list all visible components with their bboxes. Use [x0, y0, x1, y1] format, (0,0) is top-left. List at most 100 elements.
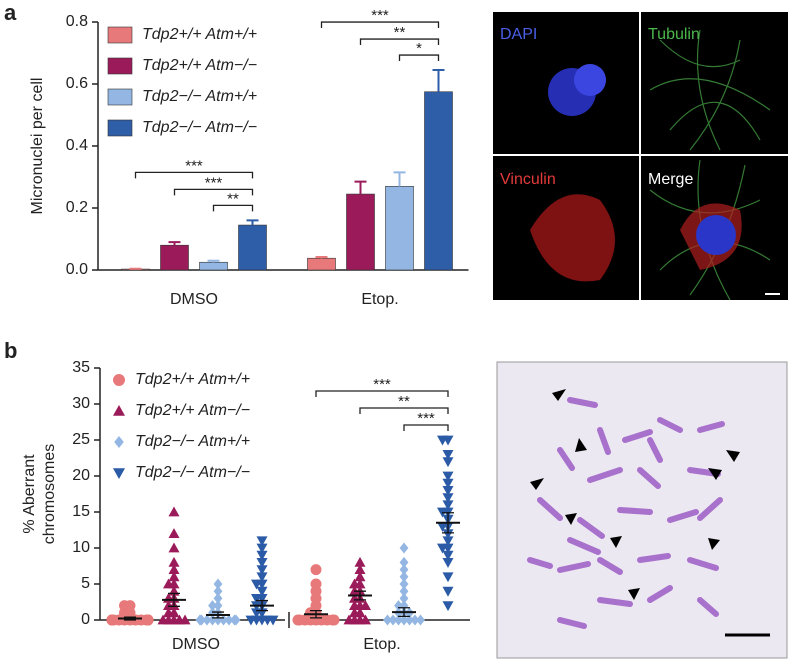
legend-label: Tdp2+/+ Atm−/−	[135, 402, 250, 419]
bar	[385, 186, 414, 271]
significance-label: ***	[373, 376, 391, 393]
data-point	[442, 450, 454, 460]
significance-label: **	[227, 190, 239, 207]
error-bar	[168, 241, 181, 246]
sem-bar	[212, 611, 224, 619]
data-point	[399, 542, 409, 554]
y-tick-label: 15	[72, 503, 90, 520]
data-point	[442, 572, 454, 583]
legend-marker	[113, 468, 125, 479]
data-point	[213, 578, 223, 590]
data-point	[383, 614, 392, 626]
micrograph-label: DAPI	[500, 26, 537, 43]
data-point	[394, 614, 403, 626]
y-tick-label: 10	[72, 539, 90, 556]
data-point	[405, 614, 414, 626]
legend-marker	[113, 405, 125, 416]
micrograph-grid: DAPI Tubulin Vinculin Merge	[493, 12, 788, 301]
bar	[199, 261, 228, 271]
chromosome-spread	[496, 361, 788, 659]
legend-swatch	[107, 26, 133, 44]
data-point	[168, 564, 180, 574]
data-point	[354, 571, 366, 582]
data-point	[437, 543, 448, 554]
y-axis-label: chromosomes	[41, 444, 58, 544]
legend-label: Tdp2−/− Atm−/−	[142, 119, 257, 136]
data-point	[208, 600, 217, 612]
significance-label: ***	[371, 7, 389, 24]
legend-marker	[113, 374, 125, 386]
data-point	[442, 486, 454, 496]
micrograph-label: Merge	[648, 171, 693, 188]
data-point	[442, 601, 454, 612]
y-tick-label: 0.4	[66, 137, 88, 154]
legend-label: Tdp2−/− Atm+/+	[135, 433, 250, 450]
significance-label: **	[394, 24, 406, 41]
data-point	[224, 614, 234, 626]
legend-label: Tdp2−/− Atm+/+	[142, 88, 257, 105]
significance-bracket	[173, 188, 254, 196]
y-tick-label: 30	[72, 395, 90, 412]
significance-label: ***	[205, 174, 223, 191]
data-point	[168, 556, 180, 567]
data-point	[343, 614, 355, 625]
x-tick-label: Etop.	[361, 291, 398, 308]
data-point	[195, 614, 205, 626]
data-point	[202, 614, 212, 626]
panel-label: a	[4, 0, 17, 25]
data-point	[168, 528, 180, 538]
data-point	[349, 607, 360, 618]
sem-bar	[310, 609, 322, 619]
data-point	[399, 564, 409, 576]
data-point	[388, 614, 398, 626]
error-bar	[315, 255, 328, 259]
data-point	[399, 600, 409, 612]
data-point	[442, 471, 454, 482]
significance-label: ***	[185, 157, 203, 174]
error-bar	[246, 219, 259, 226]
y-tick-label: 35	[72, 359, 90, 376]
bar	[238, 224, 267, 271]
bar	[160, 244, 189, 271]
y-tick-label: 25	[72, 431, 90, 448]
x-tick-label: DMSO	[172, 636, 220, 653]
data-point	[157, 614, 169, 625]
data-point	[354, 564, 366, 574]
bar	[307, 257, 336, 271]
micrograph-label: Vinculin	[500, 171, 556, 188]
y-tick-label: 0	[81, 611, 90, 628]
data-point	[399, 578, 409, 590]
legend-label: Tdp2+/+ Atm+/+	[142, 26, 257, 43]
legend-label: Tdp2+/+ Atm−/−	[142, 57, 257, 74]
error-bar	[393, 171, 406, 187]
data-point	[416, 614, 425, 626]
data-point	[267, 615, 279, 626]
data-point	[231, 614, 241, 626]
data-point	[410, 614, 420, 626]
data-point	[442, 558, 454, 568]
significance-label: *	[416, 40, 422, 57]
data-point	[437, 435, 448, 446]
data-point	[168, 542, 180, 553]
data-point	[179, 614, 191, 625]
significance-bracket	[359, 407, 449, 414]
data-point	[437, 522, 448, 532]
data-point	[442, 550, 454, 561]
data-point	[245, 615, 257, 626]
data-point	[399, 556, 409, 568]
significance-bracket	[359, 38, 440, 46]
data-point	[256, 565, 268, 576]
data-point	[163, 600, 174, 610]
data-point	[360, 614, 371, 625]
data-point	[256, 572, 268, 583]
data-point	[354, 556, 366, 567]
x-tick-label: DMSO	[170, 291, 218, 308]
data-point	[256, 543, 268, 554]
legend-label: Tdp2+/+ Atm+/+	[135, 371, 250, 388]
data-point	[328, 614, 340, 626]
data-point	[251, 594, 262, 604]
y-tick-label: 0.2	[66, 199, 88, 216]
data-point	[256, 558, 268, 568]
data-point	[168, 506, 180, 517]
